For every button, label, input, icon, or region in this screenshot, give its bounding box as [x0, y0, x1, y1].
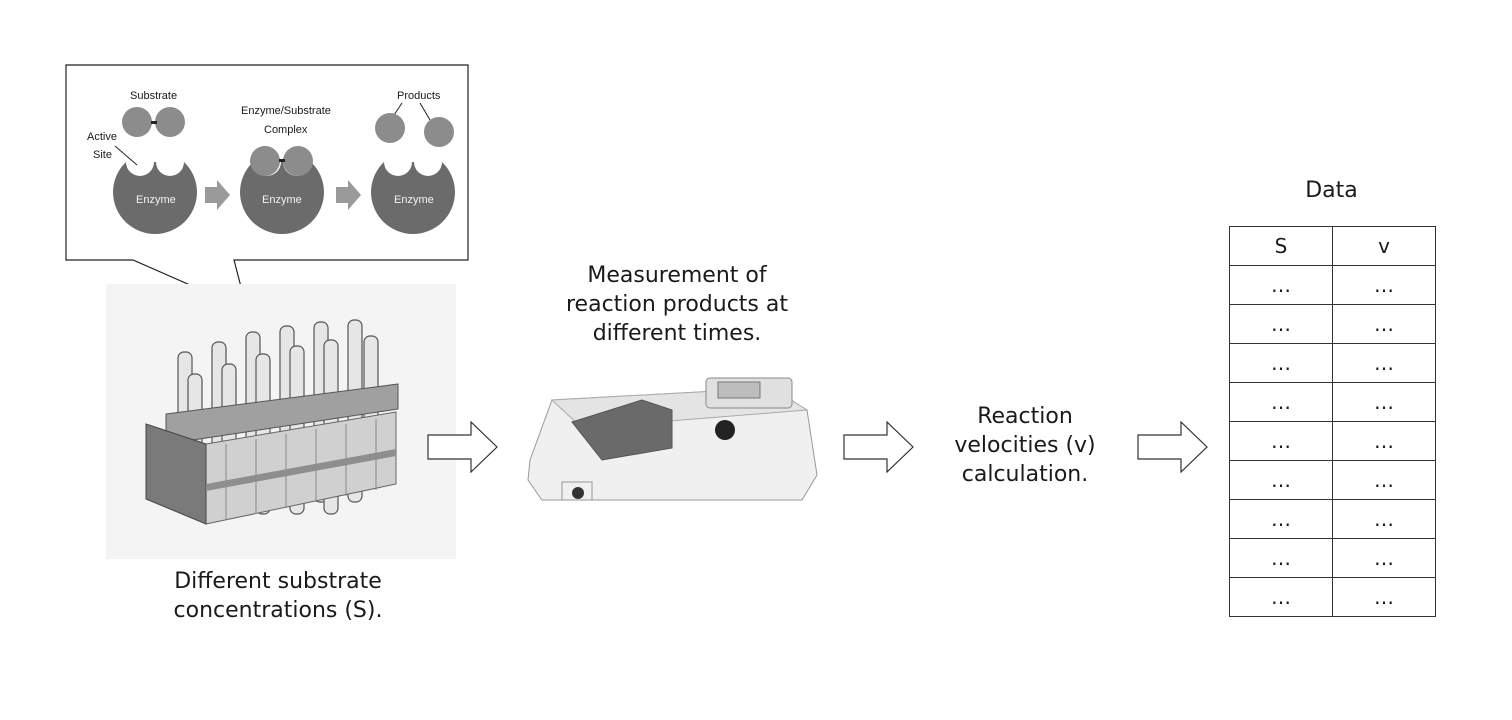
- cell-s: …: [1230, 422, 1333, 461]
- table-row: ……: [1230, 266, 1436, 305]
- velocity-caption-line-2: velocities (v): [935, 431, 1115, 460]
- cell-s: …: [1230, 539, 1333, 578]
- cell-v: …: [1333, 539, 1436, 578]
- complex-label-2: Complex: [264, 124, 308, 136]
- table-row: ……: [1230, 422, 1436, 461]
- table-row: ……: [1230, 383, 1436, 422]
- measurement-caption-line-3: different times.: [527, 319, 827, 348]
- cell-v: …: [1333, 422, 1436, 461]
- enzyme-label-2: Enzyme: [262, 194, 302, 206]
- process-arrow-1: [427, 421, 499, 473]
- substrate-label: Substrate: [130, 90, 177, 102]
- header-v: v: [1333, 227, 1436, 266]
- process-arrow-3: [1137, 421, 1209, 473]
- cell-v: …: [1333, 383, 1436, 422]
- cell-v: …: [1333, 578, 1436, 617]
- product-left: [375, 113, 405, 143]
- complex-label-1: Enzyme/Substrate: [241, 105, 331, 117]
- active-site-label-1: Active: [87, 131, 117, 143]
- process-arrow-2: [843, 421, 915, 473]
- cell-s: …: [1230, 266, 1333, 305]
- data-table: S v …… …… …… …… …… …… …… …… ……: [1229, 226, 1436, 617]
- substrate-caption: Different substrate concentrations (S).: [118, 567, 438, 625]
- table-row: ……: [1230, 461, 1436, 500]
- table-row: ……: [1230, 305, 1436, 344]
- measurement-caption: Measurement of reaction products at diff…: [527, 261, 827, 348]
- enzyme-label-1: Enzyme: [136, 194, 176, 206]
- data-table-title: Data: [1229, 176, 1434, 205]
- cell-v: …: [1333, 500, 1436, 539]
- velocity-caption-line-1: Reaction: [935, 402, 1115, 431]
- cell-v: …: [1333, 266, 1436, 305]
- cell-v: …: [1333, 461, 1436, 500]
- header-s: S: [1230, 227, 1333, 266]
- measurement-caption-line-1: Measurement of: [527, 261, 827, 290]
- cell-s: …: [1230, 578, 1333, 617]
- cell-s: …: [1230, 305, 1333, 344]
- velocity-caption: Reaction velocities (v) calculation.: [935, 402, 1115, 489]
- cell-s: …: [1230, 500, 1333, 539]
- data-table-container: S v …… …… …… …… …… …… …… …… ……: [1229, 226, 1436, 617]
- substrate-caption-line-2: concentrations (S).: [118, 596, 438, 625]
- test-tube-rack-image: [106, 284, 456, 559]
- table-row: ……: [1230, 500, 1436, 539]
- products-label: Products: [397, 90, 441, 102]
- product-right: [424, 117, 454, 147]
- data-table-header-row: S v: [1230, 227, 1436, 266]
- substrate-caption-line-1: Different substrate: [118, 567, 438, 596]
- spectrophotometer-image: [522, 370, 822, 510]
- velocity-caption-line-3: calculation.: [935, 460, 1115, 489]
- measurement-caption-line-2: reaction products at: [527, 290, 827, 319]
- cell-v: …: [1333, 305, 1436, 344]
- substrate-right: [155, 107, 185, 137]
- cell-s: …: [1230, 383, 1333, 422]
- table-row: ……: [1230, 539, 1436, 578]
- enzyme-label-3: Enzyme: [394, 194, 434, 206]
- enzyme-mechanism-bubble: Substrate Active Site Enzyme Enzyme/Subs…: [0, 0, 520, 320]
- cell-v: …: [1333, 344, 1436, 383]
- active-site-label-2: Site: [93, 149, 112, 161]
- substrate-left: [122, 107, 152, 137]
- cell-s: …: [1230, 461, 1333, 500]
- cell-s: …: [1230, 344, 1333, 383]
- table-row: ……: [1230, 578, 1436, 617]
- table-row: ……: [1230, 344, 1436, 383]
